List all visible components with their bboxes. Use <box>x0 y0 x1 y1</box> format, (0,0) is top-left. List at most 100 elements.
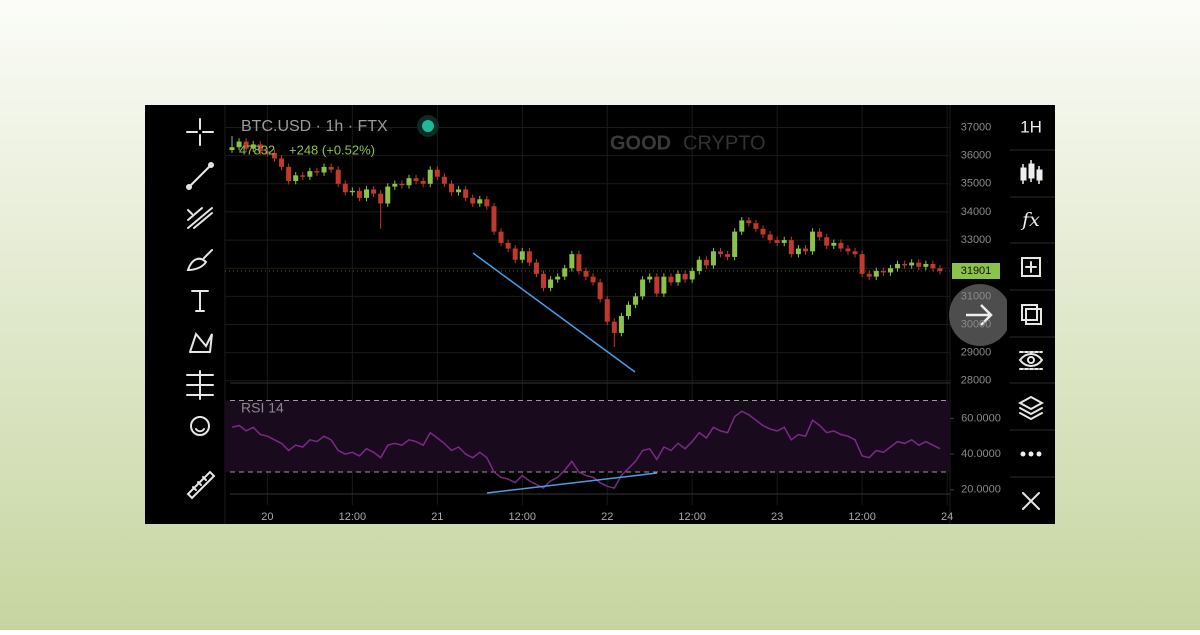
candle-body <box>498 231 504 243</box>
trend-line[interactable] <box>472 252 636 373</box>
line-tool[interactable] <box>186 162 214 190</box>
candle-body <box>902 263 908 266</box>
candle-body <box>519 251 525 260</box>
close-button[interactable] <box>1022 492 1040 510</box>
candle-body <box>689 271 695 280</box>
candle-body <box>788 240 794 255</box>
y-tick-label: 40.0000 <box>961 448 1001 460</box>
candle-body <box>576 254 582 272</box>
candle-body <box>279 158 285 167</box>
left-toolbar <box>186 118 216 500</box>
candle-body <box>718 251 724 255</box>
text-tool[interactable] <box>191 290 209 312</box>
candle-body <box>739 220 745 232</box>
candle-body <box>831 242 837 246</box>
candle-body <box>371 189 377 194</box>
candle-body <box>930 263 936 269</box>
pattern-tool[interactable] <box>189 331 213 353</box>
candle-body <box>307 171 313 177</box>
toolbar-separators <box>1010 149 1055 478</box>
arrow-icon <box>966 304 993 326</box>
candle-body <box>229 147 235 151</box>
emoji-tool[interactable] <box>190 416 210 436</box>
candle-body <box>611 321 617 333</box>
candle-body <box>710 251 716 266</box>
candle-body <box>852 251 858 255</box>
candle-body <box>859 254 865 274</box>
last-price: 47832 <box>239 142 275 157</box>
candle-body <box>866 273 872 277</box>
candle-body <box>463 189 469 198</box>
candle-body <box>505 242 511 249</box>
candle-body <box>774 240 780 243</box>
y-tick-label: 30000 <box>961 318 992 330</box>
candle-body <box>257 144 263 152</box>
candle-body <box>696 259 702 272</box>
brush-tool[interactable] <box>186 249 213 272</box>
candle-body <box>434 169 440 177</box>
measure-tool[interactable] <box>186 370 214 400</box>
y-tick-label: 29000 <box>961 347 992 359</box>
candle-body <box>335 169 341 184</box>
candle-body <box>880 271 886 273</box>
rsi-line <box>231 410 941 490</box>
candle-body <box>470 197 476 204</box>
candle-body <box>618 316 624 333</box>
y-tick-label: 34000 <box>961 206 992 218</box>
candle-body <box>264 151 270 153</box>
trend-line[interactable] <box>486 472 658 494</box>
candle-body <box>916 262 922 267</box>
x-tick-label: 12:00 <box>509 511 537 523</box>
timeframe-button[interactable]: 1H <box>1020 117 1042 136</box>
symbol[interactable]: BTC.USD · 1h · FTX <box>241 118 388 135</box>
y-tick-label: 33000 <box>961 234 992 246</box>
fib-tool[interactable] <box>187 207 213 229</box>
more-button[interactable] <box>1020 451 1042 457</box>
y-tick-label: 60.0000 <box>961 412 1001 424</box>
candle-body <box>732 231 738 257</box>
candle-body <box>512 248 518 260</box>
candle-body <box>795 248 801 255</box>
candle-body <box>441 176 447 184</box>
candle-body <box>314 171 320 173</box>
candle-body <box>349 190 355 193</box>
candle-body <box>491 206 497 232</box>
candle-body <box>661 276 667 294</box>
y-tick-label: 36000 <box>961 150 992 162</box>
last-price-tag <box>952 263 1000 280</box>
x-tick-label: 12:00 <box>848 511 876 523</box>
y-tick-label: 35000 <box>961 178 992 190</box>
plot-area <box>225 105 950 505</box>
compare-button[interactable] <box>1021 304 1042 325</box>
indicator-title[interactable]: RSI 14 <box>241 400 284 416</box>
candle-body <box>746 220 752 224</box>
x-tick-label: 20 <box>261 511 273 523</box>
candle-body <box>675 273 681 283</box>
candle-body <box>378 193 384 204</box>
add-widget-button[interactable] <box>1021 257 1041 277</box>
candle-body <box>456 189 462 193</box>
x-tick-label: 22 <box>601 511 613 523</box>
candle-body <box>420 180 426 184</box>
indicators-button[interactable]: fx <box>1020 209 1040 231</box>
candle-body <box>321 166 327 173</box>
candle-body <box>555 276 561 280</box>
candle-body <box>484 199 490 207</box>
candle-body <box>923 263 929 267</box>
candle-type-button[interactable] <box>1020 160 1043 184</box>
candle-body <box>569 254 575 269</box>
candle-body <box>895 263 901 269</box>
candle-body <box>548 279 554 288</box>
ruler-tool[interactable] <box>186 470 216 500</box>
crosshair-tool[interactable] <box>186 118 214 146</box>
candle-body <box>413 178 419 181</box>
candle-body <box>250 144 256 149</box>
candle-body <box>781 240 787 243</box>
visibility-button[interactable] <box>1018 351 1044 370</box>
layers-button[interactable] <box>1017 395 1045 421</box>
candle-body <box>760 228 766 235</box>
last-price-label: 31901 <box>961 265 992 277</box>
price-change: +248 (+0.52%) <box>289 142 375 157</box>
candle-body <box>385 186 391 204</box>
